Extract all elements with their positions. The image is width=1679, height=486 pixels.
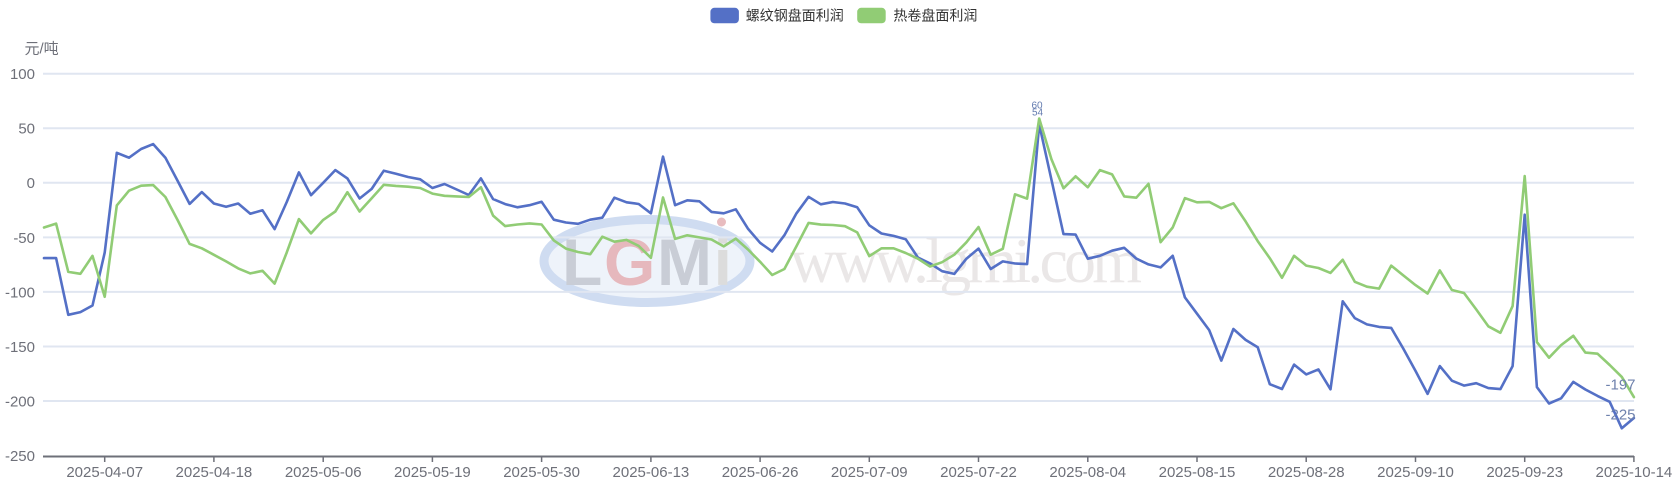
svg-text:2025-06-26: 2025-06-26 — [722, 464, 799, 481]
svg-text:100: 100 — [10, 66, 35, 83]
svg-text:-225: -225 — [1605, 407, 1635, 424]
svg-text:2025-08-28: 2025-08-28 — [1268, 464, 1345, 481]
svg-text:-197: -197 — [1605, 377, 1635, 394]
svg-text:-250: -250 — [5, 448, 35, 465]
svg-text:2025-05-06: 2025-05-06 — [285, 464, 362, 481]
svg-text:热卷盘面利润: 热卷盘面利润 — [893, 8, 977, 24]
svg-text:2025-06-13: 2025-06-13 — [613, 464, 690, 481]
svg-text:60: 60 — [1031, 100, 1043, 111]
svg-text:2025-10-14: 2025-10-14 — [1596, 464, 1673, 481]
svg-text:LGMi: LGMi — [562, 225, 732, 299]
svg-text:螺纹钢盘面利润: 螺纹钢盘面利润 — [746, 8, 844, 24]
svg-text:2025-05-19: 2025-05-19 — [394, 464, 471, 481]
svg-text:2025-08-04: 2025-08-04 — [1049, 464, 1126, 481]
svg-text:2025-09-10: 2025-09-10 — [1377, 464, 1454, 481]
svg-text:0: 0 — [27, 175, 35, 192]
svg-text:-100: -100 — [5, 284, 35, 301]
svg-text:2025-05-30: 2025-05-30 — [503, 464, 580, 481]
svg-text:元/吨: 元/吨 — [25, 41, 59, 58]
svg-text:2025-04-07: 2025-04-07 — [66, 464, 143, 481]
svg-text:50: 50 — [18, 121, 35, 138]
svg-text:2025-07-09: 2025-07-09 — [831, 464, 908, 481]
svg-text:54: 54 — [1032, 107, 1044, 118]
svg-text:-150: -150 — [5, 339, 35, 356]
svg-text:2025-09-23: 2025-09-23 — [1486, 464, 1563, 481]
svg-text:2025-04-18: 2025-04-18 — [176, 464, 253, 481]
svg-text:2025-07-22: 2025-07-22 — [940, 464, 1017, 481]
svg-text:-50: -50 — [13, 230, 35, 247]
svg-text:2025-08-15: 2025-08-15 — [1159, 464, 1236, 481]
svg-text:-200: -200 — [5, 393, 35, 410]
